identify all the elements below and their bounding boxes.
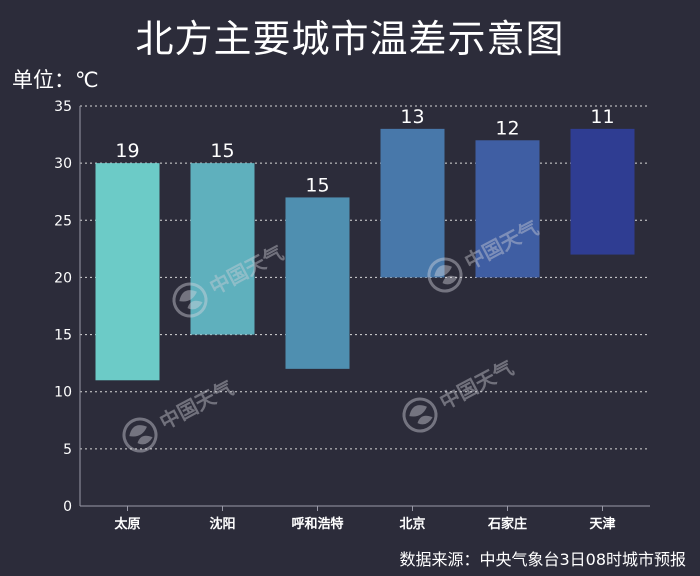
y-tick-label: 25	[54, 213, 72, 229]
axes: 0 5 10 15 20 25 30 35 太原 沈阳 呼和浩特 北京 石家庄 天津	[54, 99, 650, 532]
data-label: 15	[305, 174, 329, 196]
swirl-logo-icon	[402, 397, 438, 433]
watermark: 中国天气	[122, 376, 238, 453]
y-tick-label: 15	[54, 328, 72, 344]
swirl-logo-icon	[172, 282, 208, 318]
unit-label: 单位：℃	[12, 68, 99, 92]
logo-petal	[137, 435, 153, 445]
y-tick-label: 35	[54, 99, 72, 115]
bar	[95, 163, 160, 381]
x-tick-label: 天津	[589, 516, 615, 532]
data-label: 13	[400, 106, 424, 128]
logo-ring	[172, 282, 208, 318]
data-label: 12	[495, 117, 519, 139]
bars: 19 15 15 13 12 11	[95, 106, 635, 381]
bar	[475, 140, 540, 278]
bar	[570, 128, 635, 255]
x-tick-label: 北京	[399, 516, 425, 532]
data-label: 11	[590, 106, 614, 128]
logo-ring	[122, 417, 158, 453]
watermark-text: 中国天气	[436, 356, 518, 415]
watermark: 中国天气	[402, 356, 518, 433]
logo-petal	[179, 290, 197, 302]
logo-petal	[434, 265, 452, 277]
bar	[190, 163, 255, 335]
y-tick-label: 0	[63, 499, 72, 515]
x-tick-label: 沈阳	[209, 516, 235, 532]
bar	[285, 197, 350, 369]
y-tick-label: 30	[54, 156, 72, 172]
logo-petal	[417, 415, 433, 425]
x-tick-label: 呼和浩特	[291, 516, 343, 532]
y-tick-label: 5	[63, 442, 72, 458]
logo-ring	[402, 397, 438, 433]
x-tick-label: 石家庄	[487, 516, 527, 532]
x-tick-label: 太原	[113, 516, 140, 532]
logo-petal	[442, 275, 458, 285]
bar	[380, 128, 445, 278]
logo-petal	[187, 300, 203, 310]
source-note: 数据来源：中央气象台3日08时城市预报	[399, 550, 686, 569]
swirl-logo-icon	[122, 417, 158, 453]
logo-petal	[409, 405, 427, 417]
data-label: 19	[115, 140, 139, 162]
watermark-text: 中国天气	[156, 376, 238, 435]
logo-petal	[129, 425, 147, 437]
data-label: 15	[210, 140, 234, 162]
logo-ring	[427, 257, 463, 293]
chart-title: 北方主要城市温差示意图	[135, 17, 565, 61]
y-tick-label: 20	[54, 270, 72, 286]
grid-lines	[80, 105, 650, 450]
y-tick-label: 10	[54, 385, 72, 401]
swirl-logo-icon	[427, 257, 463, 293]
